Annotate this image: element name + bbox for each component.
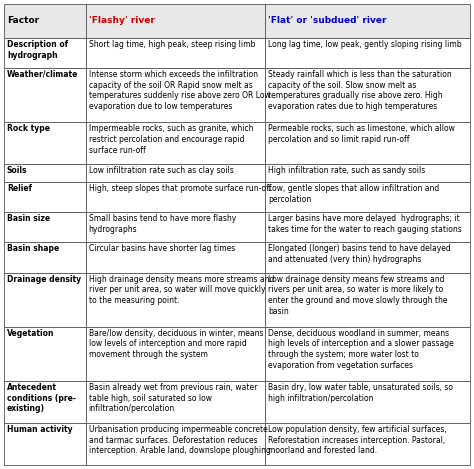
Text: Bare/low density, deciduous in winter, means
low levels of interception and more: Bare/low density, deciduous in winter, m… <box>89 329 263 359</box>
Text: Permeable rocks, such as limestone, which allow
percolation and so limit rapid r: Permeable rocks, such as limestone, whic… <box>268 124 455 144</box>
Bar <box>265 164 470 182</box>
Bar <box>4 38 85 68</box>
Text: 'Flat' or 'subdued' river: 'Flat' or 'subdued' river <box>268 16 386 25</box>
Bar <box>85 38 265 68</box>
Bar <box>4 327 85 381</box>
Text: Basin already wet from previous rain, water
table high, soil saturated so low
in: Basin already wet from previous rain, wa… <box>89 383 257 413</box>
Text: High drainage density means more streams and
river per unit area, so water will : High drainage density means more streams… <box>89 275 274 305</box>
Text: Low, gentle slopes that allow infiltration and
percolation: Low, gentle slopes that allow infiltrati… <box>268 184 439 204</box>
Bar <box>85 182 265 212</box>
Bar <box>265 327 470 381</box>
Bar <box>85 68 265 122</box>
Bar <box>265 423 470 465</box>
Text: Circular basins have shorter lag times: Circular basins have shorter lag times <box>89 244 235 253</box>
Bar <box>265 182 470 212</box>
Text: Low infiltration rate such as clay soils: Low infiltration rate such as clay soils <box>89 166 233 175</box>
Text: High, steep slopes that promote surface run-off: High, steep slopes that promote surface … <box>89 184 271 193</box>
Text: Antecedent
conditions (pre-
existing): Antecedent conditions (pre- existing) <box>7 383 76 413</box>
Text: High infiltration rate, such as sandy soils: High infiltration rate, such as sandy so… <box>268 166 425 175</box>
Text: Description of
hydrograph: Description of hydrograph <box>7 40 68 60</box>
Text: Elongated (longer) basins tend to have delayed
and attenuated (very thin) hydrog: Elongated (longer) basins tend to have d… <box>268 244 451 264</box>
Text: Steady rainfall which is less than the saturation
capacity of the soil. Slow sno: Steady rainfall which is less than the s… <box>268 70 452 111</box>
Bar <box>4 381 85 423</box>
Text: Short lag time, high peak, steep rising limb: Short lag time, high peak, steep rising … <box>89 40 255 49</box>
Text: Low drainage density means few streams and
rivers per unit area, so water is mor: Low drainage density means few streams a… <box>268 275 447 316</box>
Bar <box>85 272 265 327</box>
Bar <box>265 381 470 423</box>
Text: Human activity: Human activity <box>7 425 73 434</box>
Text: Drainage density: Drainage density <box>7 275 81 284</box>
Bar <box>85 327 265 381</box>
Bar <box>85 4 265 38</box>
Text: Larger basins have more delayed  hydrographs; it
takes time for the water to rea: Larger basins have more delayed hydrogra… <box>268 214 462 234</box>
Bar <box>265 122 470 164</box>
Bar <box>4 423 85 465</box>
Text: Relief: Relief <box>7 184 32 193</box>
Bar <box>85 242 265 272</box>
Bar <box>85 423 265 465</box>
Text: Rock type: Rock type <box>7 124 50 133</box>
Bar <box>85 164 265 182</box>
Text: 'Flashy' river: 'Flashy' river <box>89 16 155 25</box>
Bar <box>4 122 85 164</box>
Bar <box>4 4 85 38</box>
Bar <box>265 38 470 68</box>
Bar <box>265 4 470 38</box>
Text: Basin size: Basin size <box>7 214 50 223</box>
Bar <box>265 242 470 272</box>
Bar <box>85 381 265 423</box>
Text: Basin dry, low water table, unsaturated soils, so
high infiltration/percolation: Basin dry, low water table, unsaturated … <box>268 383 453 402</box>
Bar <box>4 272 85 327</box>
Text: Weather/climate: Weather/climate <box>7 70 78 79</box>
Bar <box>265 272 470 327</box>
Bar <box>85 122 265 164</box>
Text: Vegetation: Vegetation <box>7 329 55 338</box>
Text: Impermeable rocks, such as granite, which
restrict percolation and encourage rap: Impermeable rocks, such as granite, whic… <box>89 124 253 154</box>
Bar <box>4 242 85 272</box>
Text: Dense, deciduous woodland in summer, means
high levels of interception and a slo: Dense, deciduous woodland in summer, mea… <box>268 329 454 370</box>
Text: Long lag time, low peak, gently sloping rising limb: Long lag time, low peak, gently sloping … <box>268 40 462 49</box>
Bar <box>4 182 85 212</box>
Text: Soils: Soils <box>7 166 27 175</box>
Text: Low population density, few artificial surfaces,
Reforestation increases interce: Low population density, few artificial s… <box>268 425 447 455</box>
Text: Basin shape: Basin shape <box>7 244 59 253</box>
Bar <box>4 212 85 242</box>
Text: Factor: Factor <box>7 16 39 25</box>
Bar <box>4 164 85 182</box>
Bar <box>265 68 470 122</box>
Bar <box>265 212 470 242</box>
Text: Small basins tend to have more flashy
hydrographs: Small basins tend to have more flashy hy… <box>89 214 236 234</box>
Text: Intense storm which exceeds the infiltration
capacity of the soil OR Rapid snow : Intense storm which exceeds the infiltra… <box>89 70 270 111</box>
Bar <box>4 68 85 122</box>
Text: Urbanisation producing impermeable concrete
and tarmac surfaces. Deforestation r: Urbanisation producing impermeable concr… <box>89 425 271 455</box>
Bar <box>85 212 265 242</box>
